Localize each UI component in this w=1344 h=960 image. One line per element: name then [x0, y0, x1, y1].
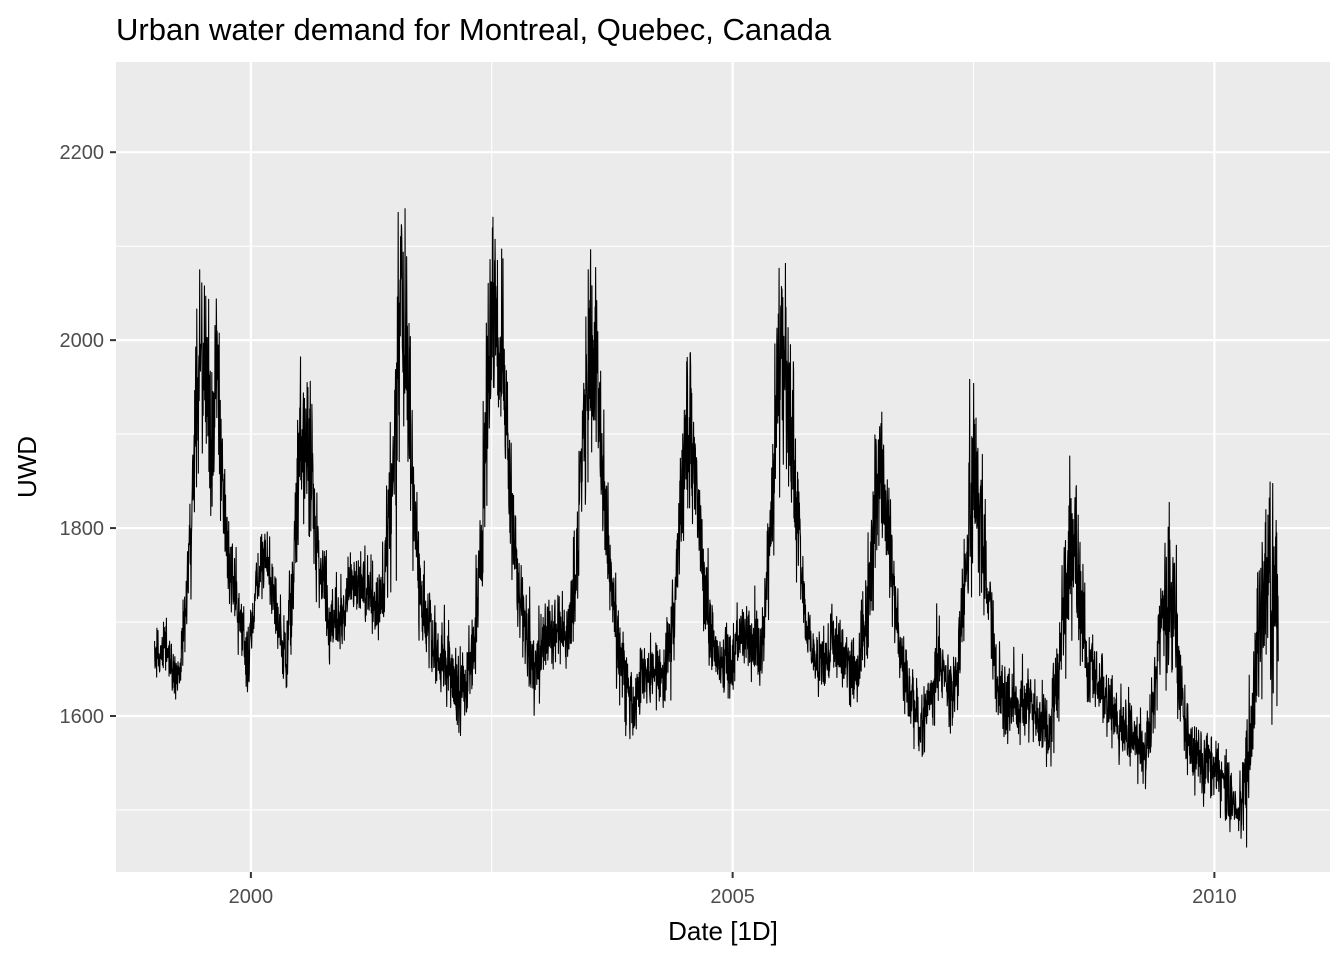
series-line-uwd — [153, 208, 1279, 848]
y-tick-label: 1600 — [60, 706, 105, 728]
y-tick-label: 2200 — [60, 142, 105, 164]
plot-panel — [116, 62, 1330, 872]
x-tick-label: 2010 — [1192, 886, 1237, 908]
y-tick-label: 2000 — [60, 330, 105, 352]
x-axis: 2000 2005 2010 — [229, 872, 1237, 908]
y-axis: 1600 1800 2000 2200 — [60, 142, 116, 728]
y-tick-label: 1800 — [60, 518, 105, 540]
x-axis-title: Date [1D] — [668, 916, 778, 946]
chart-title: Urban water demand for Montreal, Quebec,… — [116, 12, 832, 47]
x-tick-label: 2005 — [710, 886, 755, 908]
x-tick-label: 2000 — [229, 886, 274, 908]
y-axis-title: UWD — [12, 436, 42, 498]
